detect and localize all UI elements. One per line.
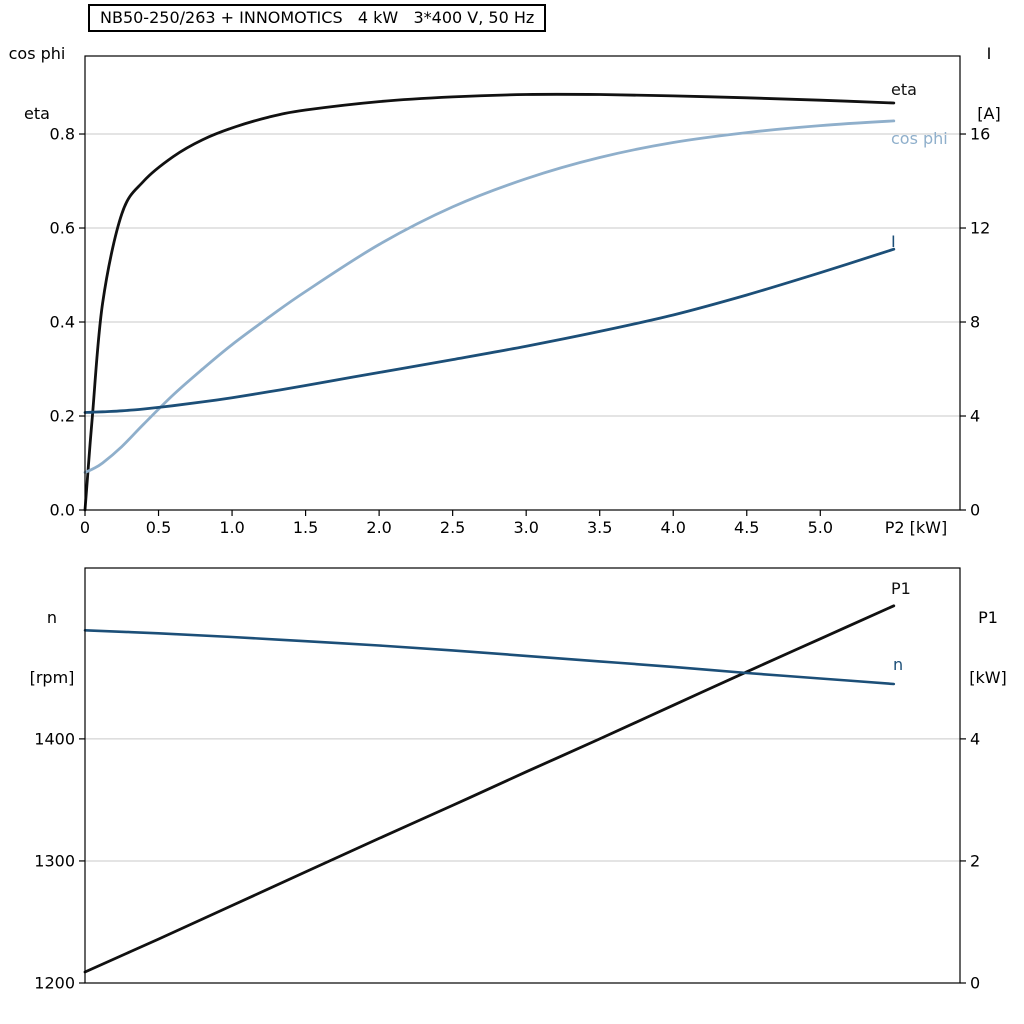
svg-text:4.5: 4.5 bbox=[734, 518, 759, 537]
svg-text:0: 0 bbox=[970, 501, 980, 520]
svg-text:1300: 1300 bbox=[34, 851, 75, 870]
svg-text:0.0: 0.0 bbox=[50, 501, 75, 520]
svg-text:2: 2 bbox=[970, 851, 980, 870]
svg-text:0.2: 0.2 bbox=[50, 407, 75, 426]
bottom-left-axis-title-line2: [rpm] bbox=[29, 668, 75, 687]
svg-text:eta: eta bbox=[891, 80, 917, 99]
svg-text:5.0: 5.0 bbox=[808, 518, 833, 537]
top-left-axis-title-line2: eta bbox=[24, 104, 50, 123]
svg-text:0: 0 bbox=[970, 974, 980, 993]
svg-text:0.8: 0.8 bbox=[50, 125, 75, 144]
bottom-left-axis-title-line1: n bbox=[46, 608, 58, 627]
top-left-axis-title: cos phi eta bbox=[4, 4, 70, 164]
top-right-axis-title-line2: [A] bbox=[977, 104, 1001, 123]
svg-text:8: 8 bbox=[970, 313, 980, 332]
bottom-right-axis-title: P1 [kW] bbox=[960, 568, 1016, 728]
svg-text:n: n bbox=[893, 655, 903, 674]
bottom-left-axis-title: n [rpm] bbox=[22, 568, 82, 728]
svg-text:2.5: 2.5 bbox=[440, 518, 465, 537]
bottom-right-axis-title-line1: P1 bbox=[978, 608, 998, 627]
top-left-axis-title-line1: cos phi bbox=[8, 44, 66, 63]
svg-text:0.5: 0.5 bbox=[146, 518, 171, 537]
svg-text:3.0: 3.0 bbox=[513, 518, 538, 537]
svg-text:1.0: 1.0 bbox=[219, 518, 244, 537]
svg-text:1400: 1400 bbox=[34, 729, 75, 748]
svg-text:0.4: 0.4 bbox=[50, 313, 75, 332]
svg-text:4.0: 4.0 bbox=[661, 518, 686, 537]
svg-text:2.0: 2.0 bbox=[366, 518, 391, 537]
bottom-right-axis-title-line2: [kW] bbox=[969, 668, 1007, 687]
svg-text:P2 [kW]: P2 [kW] bbox=[885, 518, 947, 537]
svg-text:0.6: 0.6 bbox=[50, 219, 75, 238]
svg-text:16: 16 bbox=[970, 125, 990, 144]
svg-text:4: 4 bbox=[970, 407, 980, 426]
svg-text:3.5: 3.5 bbox=[587, 518, 612, 537]
svg-text:cos phi: cos phi bbox=[891, 129, 948, 148]
svg-text:P1: P1 bbox=[891, 579, 911, 598]
svg-text:I: I bbox=[891, 232, 896, 251]
svg-text:1200: 1200 bbox=[34, 974, 75, 993]
svg-text:12: 12 bbox=[970, 219, 990, 238]
top-right-axis-title-line1: I bbox=[986, 44, 992, 63]
svg-text:1.5: 1.5 bbox=[293, 518, 318, 537]
chart-title: NB50-250/263 + INNOMOTICS 4 kW 3*400 V, … bbox=[88, 4, 547, 32]
top-right-axis-title: I [A] bbox=[966, 4, 1012, 164]
svg-text:0: 0 bbox=[80, 518, 90, 537]
svg-text:4: 4 bbox=[970, 729, 980, 748]
